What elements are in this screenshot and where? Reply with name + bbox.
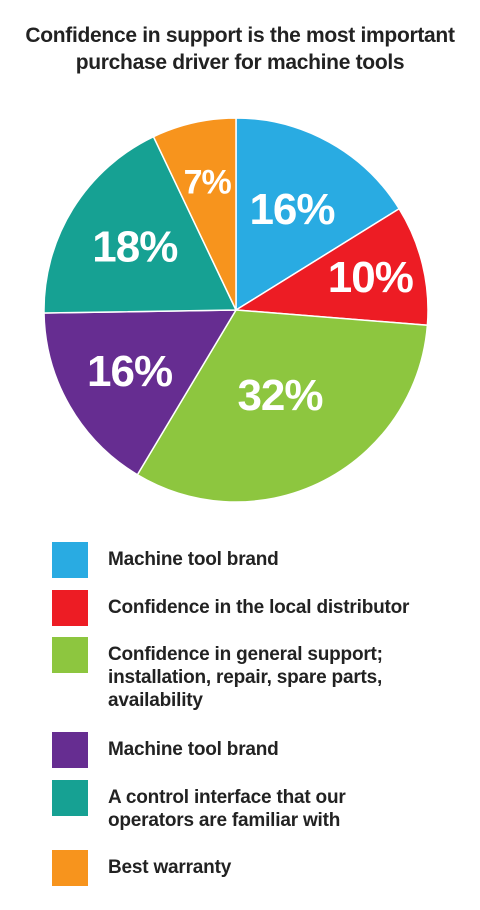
pie-label-control-interface: 18%	[92, 223, 177, 272]
legend-label-local-distributor: Confidence in the local distributor	[108, 597, 410, 618]
pie-label-machine-tool-brand-2: 16%	[87, 347, 172, 396]
legend-label-control-interface: A control interface that our operators a…	[108, 787, 346, 831]
pie-label-best-warranty: 7%	[184, 164, 232, 202]
pie-label-machine-tool-brand: 16%	[249, 185, 334, 234]
pie-slice-best-warranty	[152, 117, 237, 311]
legend-item-machine-tool-brand: Machine tool brand	[52, 542, 462, 578]
legend-swatch-machine-tool-brand-2	[52, 732, 88, 768]
legend-item-control-interface: A control interface that our operators a…	[52, 780, 462, 832]
legend-label-machine-tool-brand-2: Machine tool brand	[108, 739, 279, 760]
chart-title: Confidence in support is the most import…	[0, 22, 480, 76]
legend-label-best-warranty: Best warranty	[108, 857, 232, 878]
legend-swatch-general-support	[52, 637, 88, 673]
legend-item-general-support: Confidence in general support; installat…	[52, 637, 462, 712]
pie-slice-machine-tool-brand	[235, 117, 401, 312]
chart-title-line-2: purchase driver for machine tools	[75, 51, 405, 74]
legend-item-local-distributor: Confidence in the local distributor	[52, 590, 462, 626]
legend-label-machine-tool-brand: Machine tool brand	[108, 549, 279, 570]
pie-label-local-distributor: 10%	[328, 253, 413, 302]
pie-slice-local-distributor	[233, 207, 429, 327]
legend-label-general-support: Confidence in general support; installat…	[108, 644, 383, 711]
legend-swatch-machine-tool-brand	[52, 542, 88, 578]
legend-swatch-best-warranty	[52, 850, 88, 886]
legend-swatch-control-interface	[52, 780, 88, 816]
chart-title-line-1: Confidence in support is the most import…	[25, 24, 455, 47]
legend-item-best-warranty: Best warranty	[52, 850, 462, 886]
pie-slice-general-support	[136, 309, 429, 503]
pie-slice-machine-tool-brand-2	[43, 309, 238, 476]
legend-item-machine-tool-brand-2: Machine tool brand	[52, 732, 462, 768]
pie-label-general-support: 32%	[237, 371, 322, 420]
legend-swatch-local-distributor	[52, 590, 88, 626]
pie-chart: 16% 10% 32% 16% 18%7%	[43, 117, 429, 503]
pie-slice-control-interface	[43, 135, 238, 314]
